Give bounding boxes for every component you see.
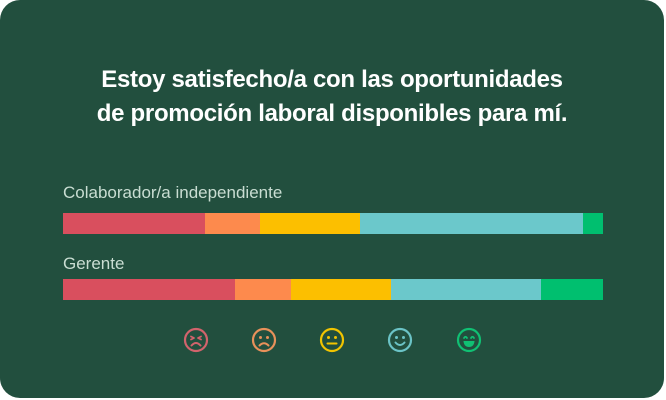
legend: [0, 327, 664, 355]
stacked-bar-manager: [63, 279, 603, 300]
chart-title: Estoy satisfecho/a con las oportunidades…: [0, 63, 664, 131]
bar-segment-very-dissatisfied: [63, 213, 206, 234]
bar-segment-satisfied: [359, 213, 583, 234]
chart-title-line-2: de promoción laboral disponibles para mí…: [96, 100, 568, 127]
stacked-bar-independent-contributor: [63, 213, 603, 234]
bar-segment-neutral: [291, 279, 391, 300]
chart-title-line-1: Estoy satisfecho/a con las oportunidades: [101, 66, 563, 93]
bar-segment-very-dissatisfied: [63, 279, 236, 300]
row-label-manager: Gerente: [63, 254, 125, 273]
bar-segment-very-satisfied: [540, 279, 603, 300]
bar-segment-satisfied: [390, 279, 541, 300]
bar-segment-neutral: [260, 213, 360, 234]
bar-segment-dissatisfied: [205, 213, 261, 234]
dissatisfied-face-icon: [251, 327, 277, 353]
very-satisfied-face-icon: [456, 327, 482, 353]
very-dissatisfied-face-icon: [183, 327, 209, 353]
bar-segment-very-satisfied: [583, 213, 603, 234]
neutral-face-icon: [319, 327, 345, 353]
satisfied-face-icon: [387, 327, 413, 353]
bar-segment-dissatisfied: [235, 279, 292, 300]
row-label-independent-contributor: Colaborador/a independiente: [63, 183, 283, 202]
